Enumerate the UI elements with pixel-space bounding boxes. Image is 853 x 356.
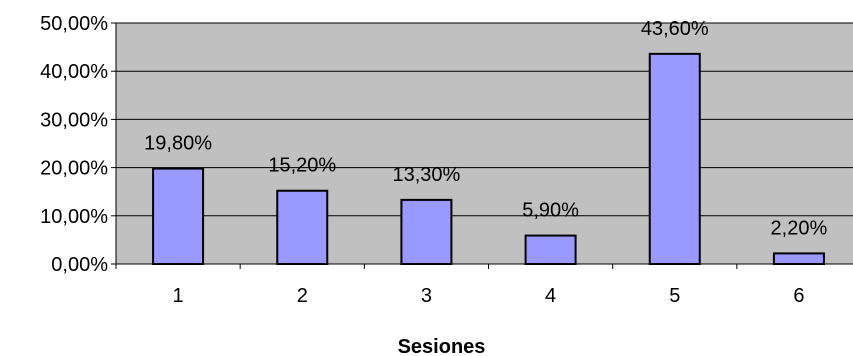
y-tick-label: 10,00% <box>40 206 108 228</box>
data-label: 19,80% <box>144 133 212 155</box>
bars <box>152 52 825 265</box>
x-axis-title: Sesiones <box>398 336 486 356</box>
data-label: 15,20% <box>268 155 336 177</box>
y-tick-label: 20,00% <box>40 158 108 180</box>
y-tick-label: 40,00% <box>40 61 108 83</box>
y-tick-label: 0,00% <box>51 254 108 276</box>
y-tick-label: 30,00% <box>40 109 108 131</box>
x-tick-label: 5 <box>669 285 680 307</box>
x-tick-label: 6 <box>793 285 804 307</box>
bar-3 <box>400 198 453 265</box>
x-tick-labels: 1 2 3 4 5 6 <box>173 285 805 307</box>
data-labels: 19,80% 15,20% 13,30% 5,90% 43,60% 2,20% <box>144 18 827 240</box>
y-tick-labels: 0,00% 10,00% 20,00% 30,00% 40,00% 50,00% <box>40 13 108 276</box>
axes <box>111 22 853 269</box>
data-label: 43,60% <box>641 18 709 40</box>
bar-5 <box>648 52 701 265</box>
data-label: 5,90% <box>522 200 579 222</box>
x-tick-label: 2 <box>297 285 308 307</box>
y-tick-label: 50,00% <box>40 13 108 35</box>
bar-1 <box>152 167 205 265</box>
x-tick-label: 1 <box>173 285 184 307</box>
x-tick-label: 4 <box>545 285 556 307</box>
bar-4 <box>524 234 577 265</box>
x-tick-label: 3 <box>421 285 432 307</box>
gridlines <box>116 22 853 217</box>
plot-area <box>115 22 853 265</box>
data-label: 2,20% <box>771 217 828 239</box>
data-label: 13,30% <box>392 164 460 186</box>
bar-2 <box>276 189 329 265</box>
bar-6 <box>772 252 825 265</box>
